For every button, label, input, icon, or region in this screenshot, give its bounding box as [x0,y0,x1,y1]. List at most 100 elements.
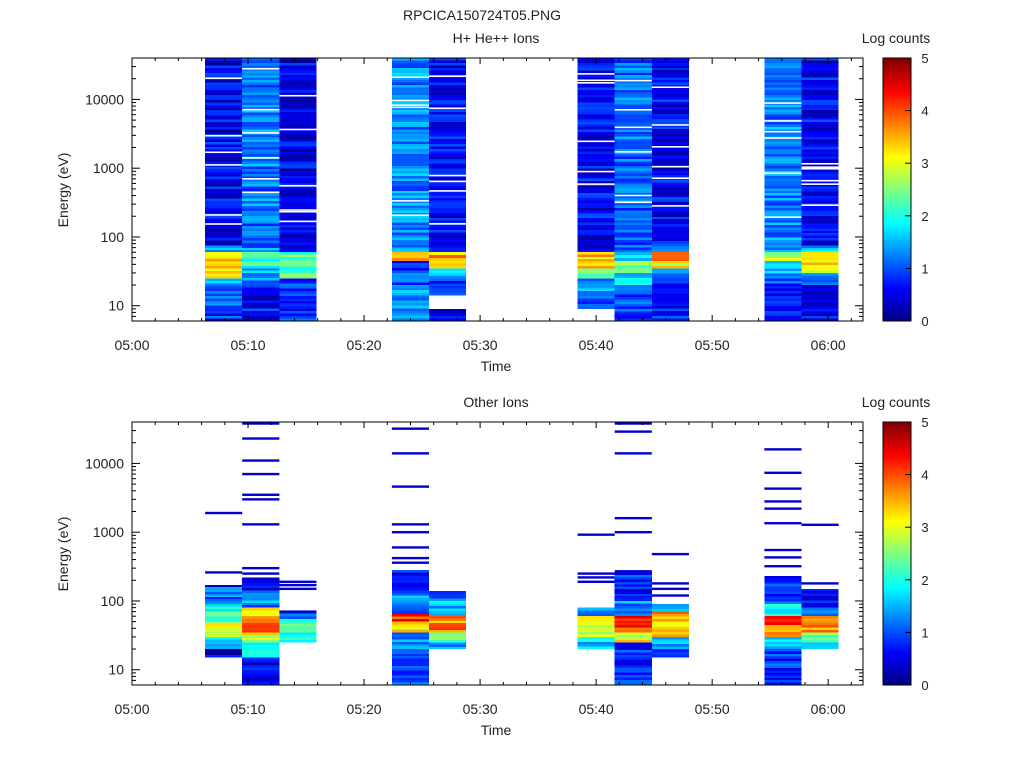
spectrogram-cell [205,291,243,294]
spectrogram-cell [242,77,280,81]
spectrogram-cell [764,210,802,213]
spectrogram-cell [429,136,467,140]
spectrogram-cell [205,266,243,269]
spectrogram-cell [391,300,430,304]
spectrogram-cell [279,283,317,286]
spectrogram-cell [801,90,839,93]
spectrogram-cell [279,249,317,253]
colorbar-segment [883,624,911,628]
spectrogram-cell [614,166,652,169]
spectrogram-cell [205,634,243,637]
spectrogram-cell [577,646,615,650]
spectrogram-cell [242,634,280,638]
spectrogram-cell [764,193,802,196]
spectrogram-cell [391,292,430,296]
spectrogram-cell [614,65,652,68]
spectrogram-cell [242,665,280,668]
spectrogram-cell [242,652,280,656]
data-gap [429,190,467,192]
spectrogram-cell [205,186,243,189]
spectrogram-cell [429,242,467,245]
spectrogram-cell [391,605,430,609]
spectrogram-cell [614,156,652,159]
spectrogram-cell [242,261,280,264]
spectrogram-cell [429,161,467,164]
spectrogram-cell [429,62,467,66]
colorbar-segment [883,458,911,463]
spectrogram-cell [614,301,652,305]
spectrogram-cell [391,632,430,635]
spectrogram-cell [614,124,652,127]
spectrogram-cell [242,144,280,147]
spectrogram-cell [577,87,615,90]
spectrogram-cell [577,247,615,250]
spectrogram-cell [242,176,280,179]
spectrogram-cell [577,146,615,149]
spectrogram-cell [577,616,615,620]
colorbar-segment [883,197,911,201]
spectrogram-cell [614,577,652,580]
spectrogram-cell [764,639,802,642]
spectrogram-cell [242,252,280,255]
spectrogram-cell [577,259,615,262]
spectrogram-cell [801,206,839,209]
spectrogram-cell [279,185,317,189]
spectrogram-cell [429,104,467,108]
spectrogram-cell [801,169,839,172]
spectrogram-cell [429,590,467,594]
spectrogram-cell [764,148,802,152]
spectrogram-cell [429,212,467,216]
spectrogram-cell [614,252,652,256]
spectrogram-cell [651,167,689,171]
spectrogram-cell [651,121,689,124]
spectrogram-cell [205,286,243,289]
spectrogram-cell [205,261,243,264]
data-gap [614,151,652,153]
spectrogram-cell [279,109,317,113]
figure-title: RPCICA150724T05.PNG [403,7,561,23]
spectrogram-cell [651,65,689,68]
spectrogram-cell [391,600,430,604]
spectrogram-cell [577,293,615,297]
spectrogram-cell [764,288,802,291]
spectrogram-cell [651,60,689,63]
spectrogram-cell [205,218,243,221]
spectrogram-cell [577,256,615,260]
spectrogram-cell [242,58,280,61]
spectrogram-cell [577,198,615,201]
spectrogram-cell [391,661,430,664]
spectrogram-cell [242,141,280,145]
spectrogram-cell [391,675,430,678]
colorbar-segment [883,495,911,499]
spectrogram-cell [764,611,802,614]
spectrogram-cell [651,236,689,239]
spectrogram-cell [651,114,689,117]
spectrogram-cell [651,288,689,291]
colorbar-segment [883,160,911,164]
count-line [242,437,280,440]
spectrogram-cell [614,598,652,601]
colorbar-segment [883,558,911,562]
spectrogram-cell [391,114,430,118]
spectrogram-cell [279,237,317,240]
spectrogram-cell [801,211,839,214]
spectrogram-cell [614,677,652,680]
spectrogram-cell [764,166,802,169]
spectrogram-cell [651,270,689,274]
spectrogram-cell [614,203,652,206]
spectrogram-cell [764,588,802,592]
count-line [577,572,615,575]
colorbar-tick-label: 0 [921,678,928,693]
spectrogram-cell [391,287,430,291]
spectrogram-cell [242,618,280,621]
spectrogram-cell [205,62,243,66]
plot-frame [131,57,864,322]
colorbar-segment [883,490,911,494]
spectrogram-cell [205,586,243,590]
spectrogram-cell [614,180,652,184]
spectrogram-cell [651,303,689,306]
spectrogram-cell [391,255,430,258]
colorbar-segment [883,479,911,484]
spectrogram-cell [205,651,243,655]
